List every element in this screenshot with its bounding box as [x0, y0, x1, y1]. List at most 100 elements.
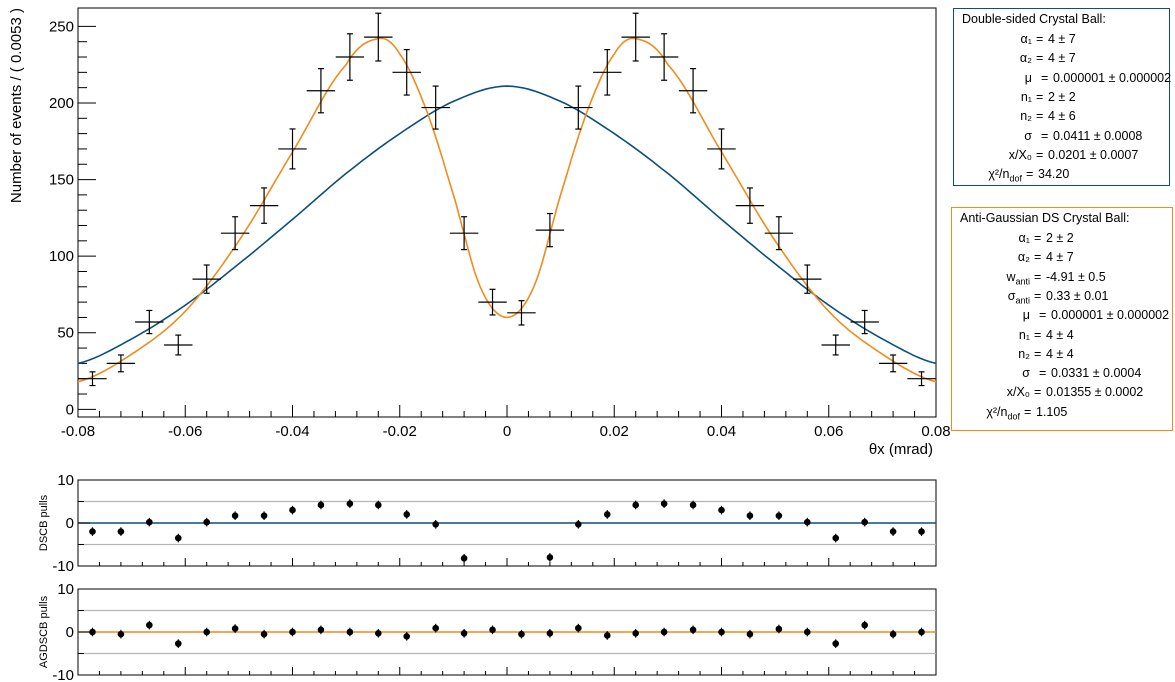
legend-row: μ = 0.000001 ± 0.000002: [954, 69, 1171, 87]
legend-param-value: 0.0411 ± 0.0008: [1053, 128, 1143, 143]
pull-point: [546, 553, 554, 562]
legend-equals: =: [1034, 231, 1042, 245]
legend-equals: =: [1039, 366, 1047, 381]
pull-point: [146, 620, 153, 630]
data-point: [192, 264, 221, 294]
legend-param-value: -4.91 ± 0.5: [1046, 269, 1106, 284]
pull-marker: [346, 500, 354, 507]
legend-equals: =: [1036, 109, 1044, 124]
pull-marker: [89, 528, 96, 535]
pull-point: [289, 505, 296, 515]
pull-marker: [775, 625, 783, 633]
pull-marker: [403, 633, 411, 640]
legend-equals: =: [1024, 404, 1032, 419]
legend-param-name: α₂: [1017, 250, 1030, 265]
main-plot: -0.08 -0.06 -0.04 -0.02 0 0.02 0.04 0.06 0.08 0 50…: [8, 7, 951, 458]
pull-marker: [546, 554, 554, 561]
data-point: [306, 68, 336, 114]
dscb-pull-plot: -10 0 10 DSCB pulls: [38, 472, 937, 575]
pull-marker: [889, 630, 897, 638]
pull-y-tick-label: -10: [52, 558, 74, 575]
legend-param-name: χ²/ndof: [986, 404, 1020, 422]
pull-marker: [632, 501, 639, 509]
legend-row: n₁ = 4 ± 4: [952, 326, 1160, 344]
pull-marker: [689, 626, 697, 634]
pull-marker: [660, 628, 668, 636]
legend-equals: =: [1036, 147, 1044, 162]
pull-marker: [289, 628, 296, 636]
dscb-fit-legend: Double-sided Crystal Ball: α₁ = 4 ± 7 α₂ = 4 ±…: [953, 8, 1171, 186]
pull-point: [489, 625, 496, 635]
pull-point: [260, 511, 268, 520]
legend-row: n₁ = 2 ± 2: [954, 88, 1162, 106]
legend-equals: =: [1036, 89, 1044, 104]
pull-point: [403, 510, 411, 519]
legend-equals: =: [1034, 327, 1042, 342]
data-point: [535, 212, 565, 248]
pull-marker: [403, 511, 411, 518]
legend-param-name: n₁: [1018, 327, 1030, 342]
pull-point: [174, 533, 182, 543]
data-point: [649, 33, 679, 81]
pull-point: [889, 629, 897, 639]
pull-point: [146, 517, 153, 527]
pull-marker: [832, 640, 840, 647]
pull-y-axis-title: DSCB pulls: [38, 494, 50, 551]
agdscb-fit-legend: Anti-Gaussian DS Crystal Ball: α₁ = 2 ± 2 α₂…: [951, 207, 1173, 431]
pull-marker: [861, 621, 868, 629]
pull-point: [89, 627, 96, 637]
pull-marker: [89, 628, 96, 636]
legend-equals: =: [1036, 51, 1044, 66]
legend-param-name: σ: [1024, 128, 1032, 143]
pull-marker: [231, 625, 239, 632]
pull-point: [546, 628, 554, 638]
data-point: [678, 68, 708, 114]
pull-point: [603, 631, 611, 640]
legend-row: n₂ = 4 ± 6: [954, 107, 1162, 125]
pull-marker: [889, 528, 897, 535]
pull-point: [832, 533, 840, 543]
pull-point: [260, 629, 268, 639]
pull-marker: [375, 501, 382, 509]
pull-marker: [289, 506, 296, 514]
data-point: [335, 33, 365, 81]
pull-marker: [660, 500, 668, 507]
x-tick-label: 0: [503, 423, 511, 440]
pull-marker: [146, 621, 153, 629]
legend-equals: =: [1034, 288, 1042, 303]
legend-param-value: 4 ± 4: [1046, 327, 1074, 342]
pull-marker: [317, 626, 325, 634]
data-point: [278, 128, 307, 170]
data-point: [850, 309, 879, 335]
legend-equals: =: [1034, 269, 1042, 284]
pull-marker: [775, 512, 783, 519]
pull-point: [746, 629, 754, 639]
legend-row: x/X₀ = 0.0201 ± 0.0007: [954, 146, 1162, 164]
y-tick-label: 250: [49, 18, 74, 35]
pull-point: [632, 628, 639, 638]
y-tick-label: 150: [49, 172, 74, 189]
pull-point: [804, 627, 811, 637]
pull-point: [832, 639, 840, 648]
x-tick-label: 0.02: [600, 423, 629, 440]
data-point: [364, 12, 393, 62]
legend-param-name: x/X₀: [1006, 385, 1030, 400]
pull-point: [718, 505, 725, 515]
data-point: [249, 187, 279, 224]
data-point: [564, 85, 593, 130]
x-axis-title: θx (mrad): [869, 441, 933, 458]
pull-point: [375, 628, 382, 638]
data-point: [878, 354, 908, 373]
pull-point: [432, 623, 439, 633]
data-point: [907, 371, 936, 387]
pull-marker: [718, 506, 725, 514]
data-point: [764, 216, 794, 251]
pull-marker: [231, 512, 239, 519]
legend-row: α₂ = 4 ± 7: [952, 248, 1160, 266]
pull-marker: [117, 630, 125, 638]
data-point: [106, 354, 136, 373]
legend-param-value: 0.0331 ± 0.0004: [1051, 366, 1142, 381]
data-point: [707, 128, 736, 170]
plot-frame: [77, 7, 937, 418]
legend-param-name: μ: [1022, 308, 1030, 323]
